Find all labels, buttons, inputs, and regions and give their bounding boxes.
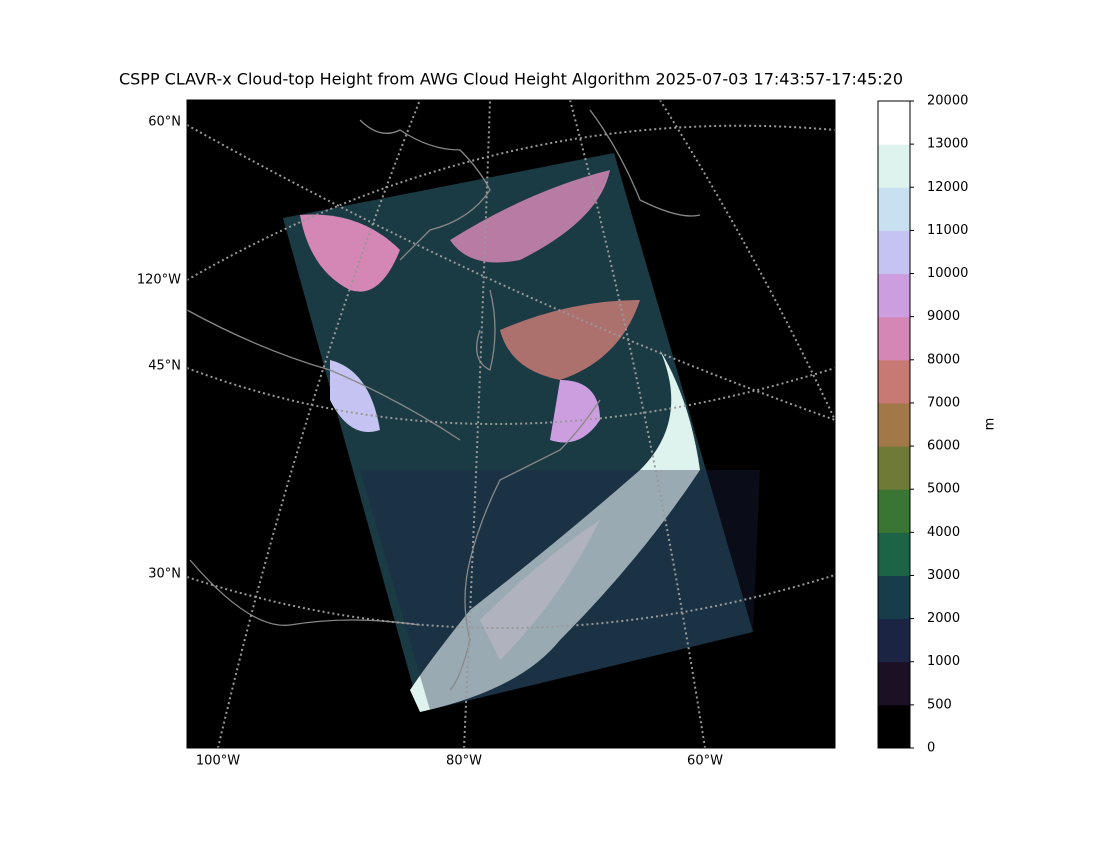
lon-label: 100°W — [196, 754, 240, 769]
graticule — [186, 99, 836, 749]
colorbar-tick-label: 10000 — [927, 266, 968, 281]
colorbar-band — [878, 273, 910, 318]
colorbar-tick-label: 1000 — [927, 654, 960, 669]
colorbar-tick-label: 500 — [927, 697, 952, 712]
lon-label: 60°W — [687, 754, 723, 769]
colorbar-band — [878, 101, 910, 145]
satellite-swath — [283, 153, 753, 712]
colorbar-tick-label: 20000 — [927, 94, 968, 109]
colorbar-tick-label: 11000 — [927, 223, 968, 238]
colorbar-band — [878, 532, 910, 576]
colorbar-band — [878, 618, 910, 663]
colorbar-band — [878, 446, 910, 490]
map-frame — [186, 99, 836, 749]
colorbar-band — [878, 661, 910, 706]
colorbar-band — [878, 575, 910, 620]
colorbar-band — [878, 144, 910, 188]
colorbar-tick-label: 0 — [927, 741, 935, 756]
title: CSPP CLAVR-x Cloud-top Height from AWG C… — [119, 70, 903, 89]
colorbar-tick-label: 6000 — [927, 439, 960, 454]
colorbar-band — [878, 187, 910, 231]
colorbar-label: m — [983, 418, 998, 431]
colorbar-band — [878, 704, 910, 749]
lat-label: 45°N — [148, 359, 181, 374]
cloud-features — [300, 170, 760, 712]
colorbar-frame — [877, 100, 911, 749]
map-labels: 60°N 120°W 45°N 30°N 100°W 80°W 60°W — [137, 115, 723, 769]
colorbar-tick-label: 8000 — [927, 352, 960, 367]
colorbar-tick-label: 2000 — [927, 611, 960, 626]
colorbar-band — [878, 359, 910, 404]
colorbar-tick-label: 9000 — [927, 309, 960, 324]
colorbar-tick-label: 13000 — [927, 137, 968, 152]
colorbar-band — [878, 402, 910, 447]
map-panel: 60°N 120°W 45°N 30°N 100°W 80°W 60°W — [137, 99, 836, 769]
colorbar-band — [878, 230, 910, 275]
colorbar-tick-label: 12000 — [927, 180, 968, 195]
lat-label: 60°N — [148, 115, 181, 130]
colorbar-tick-label: 5000 — [927, 482, 960, 497]
colorbar-band — [878, 489, 910, 533]
colorbar-tick-label: 3000 — [927, 568, 960, 583]
lon-label: 80°W — [446, 754, 482, 769]
colorbar-tick-label: 4000 — [927, 525, 960, 540]
coastlines — [186, 109, 701, 691]
lat-label: 120°W — [137, 273, 181, 288]
lat-label: 30°N — [148, 567, 181, 582]
colorbar: 0 500 1000 2000 3000 4000 5000 6000 7000 8000 9000… — [877, 94, 998, 756]
colorbar-tick-label: 7000 — [927, 395, 960, 410]
colorbar-band — [878, 316, 910, 361]
